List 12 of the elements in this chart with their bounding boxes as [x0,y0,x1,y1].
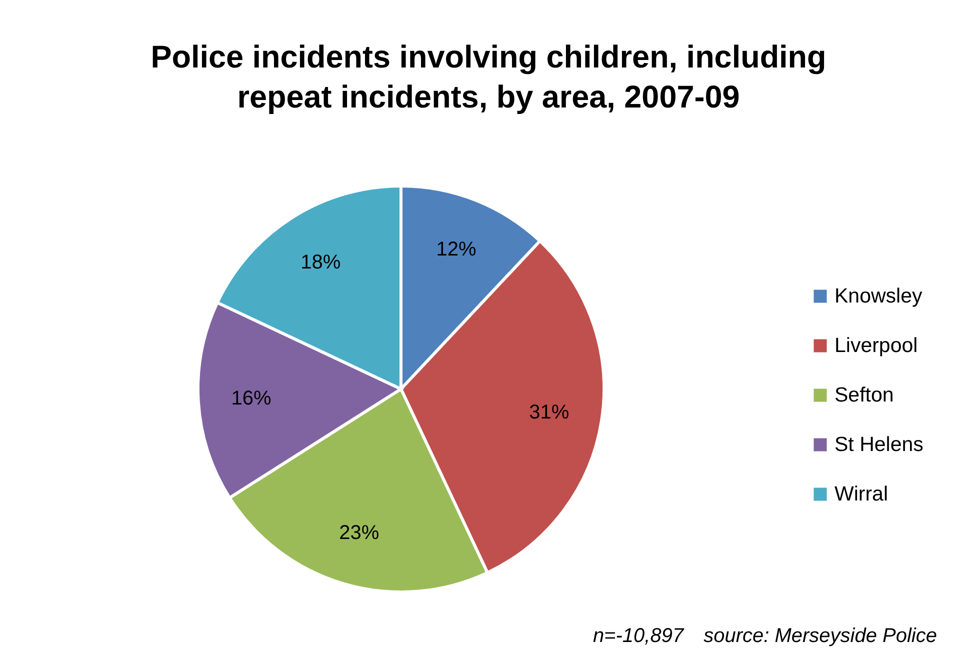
data-label: 23% [339,522,380,544]
legend-label: St Helens [834,432,924,456]
legend-label: Liverpool [834,334,918,357]
text: n=-10,897 source: Merseyside Police [592,625,937,647]
chart-title: Police incidents involving children, including repeat incidents, by area, 2007-09 [150,38,826,114]
legend-label: Sefton [834,383,894,406]
data-label: 12% [436,238,476,261]
legend-label: Wirral [834,482,888,506]
legend-label: Knowsley [834,284,923,308]
data-label: 16% [231,387,272,410]
data-label: 31% [529,401,570,424]
data-label: 18% [300,251,341,274]
